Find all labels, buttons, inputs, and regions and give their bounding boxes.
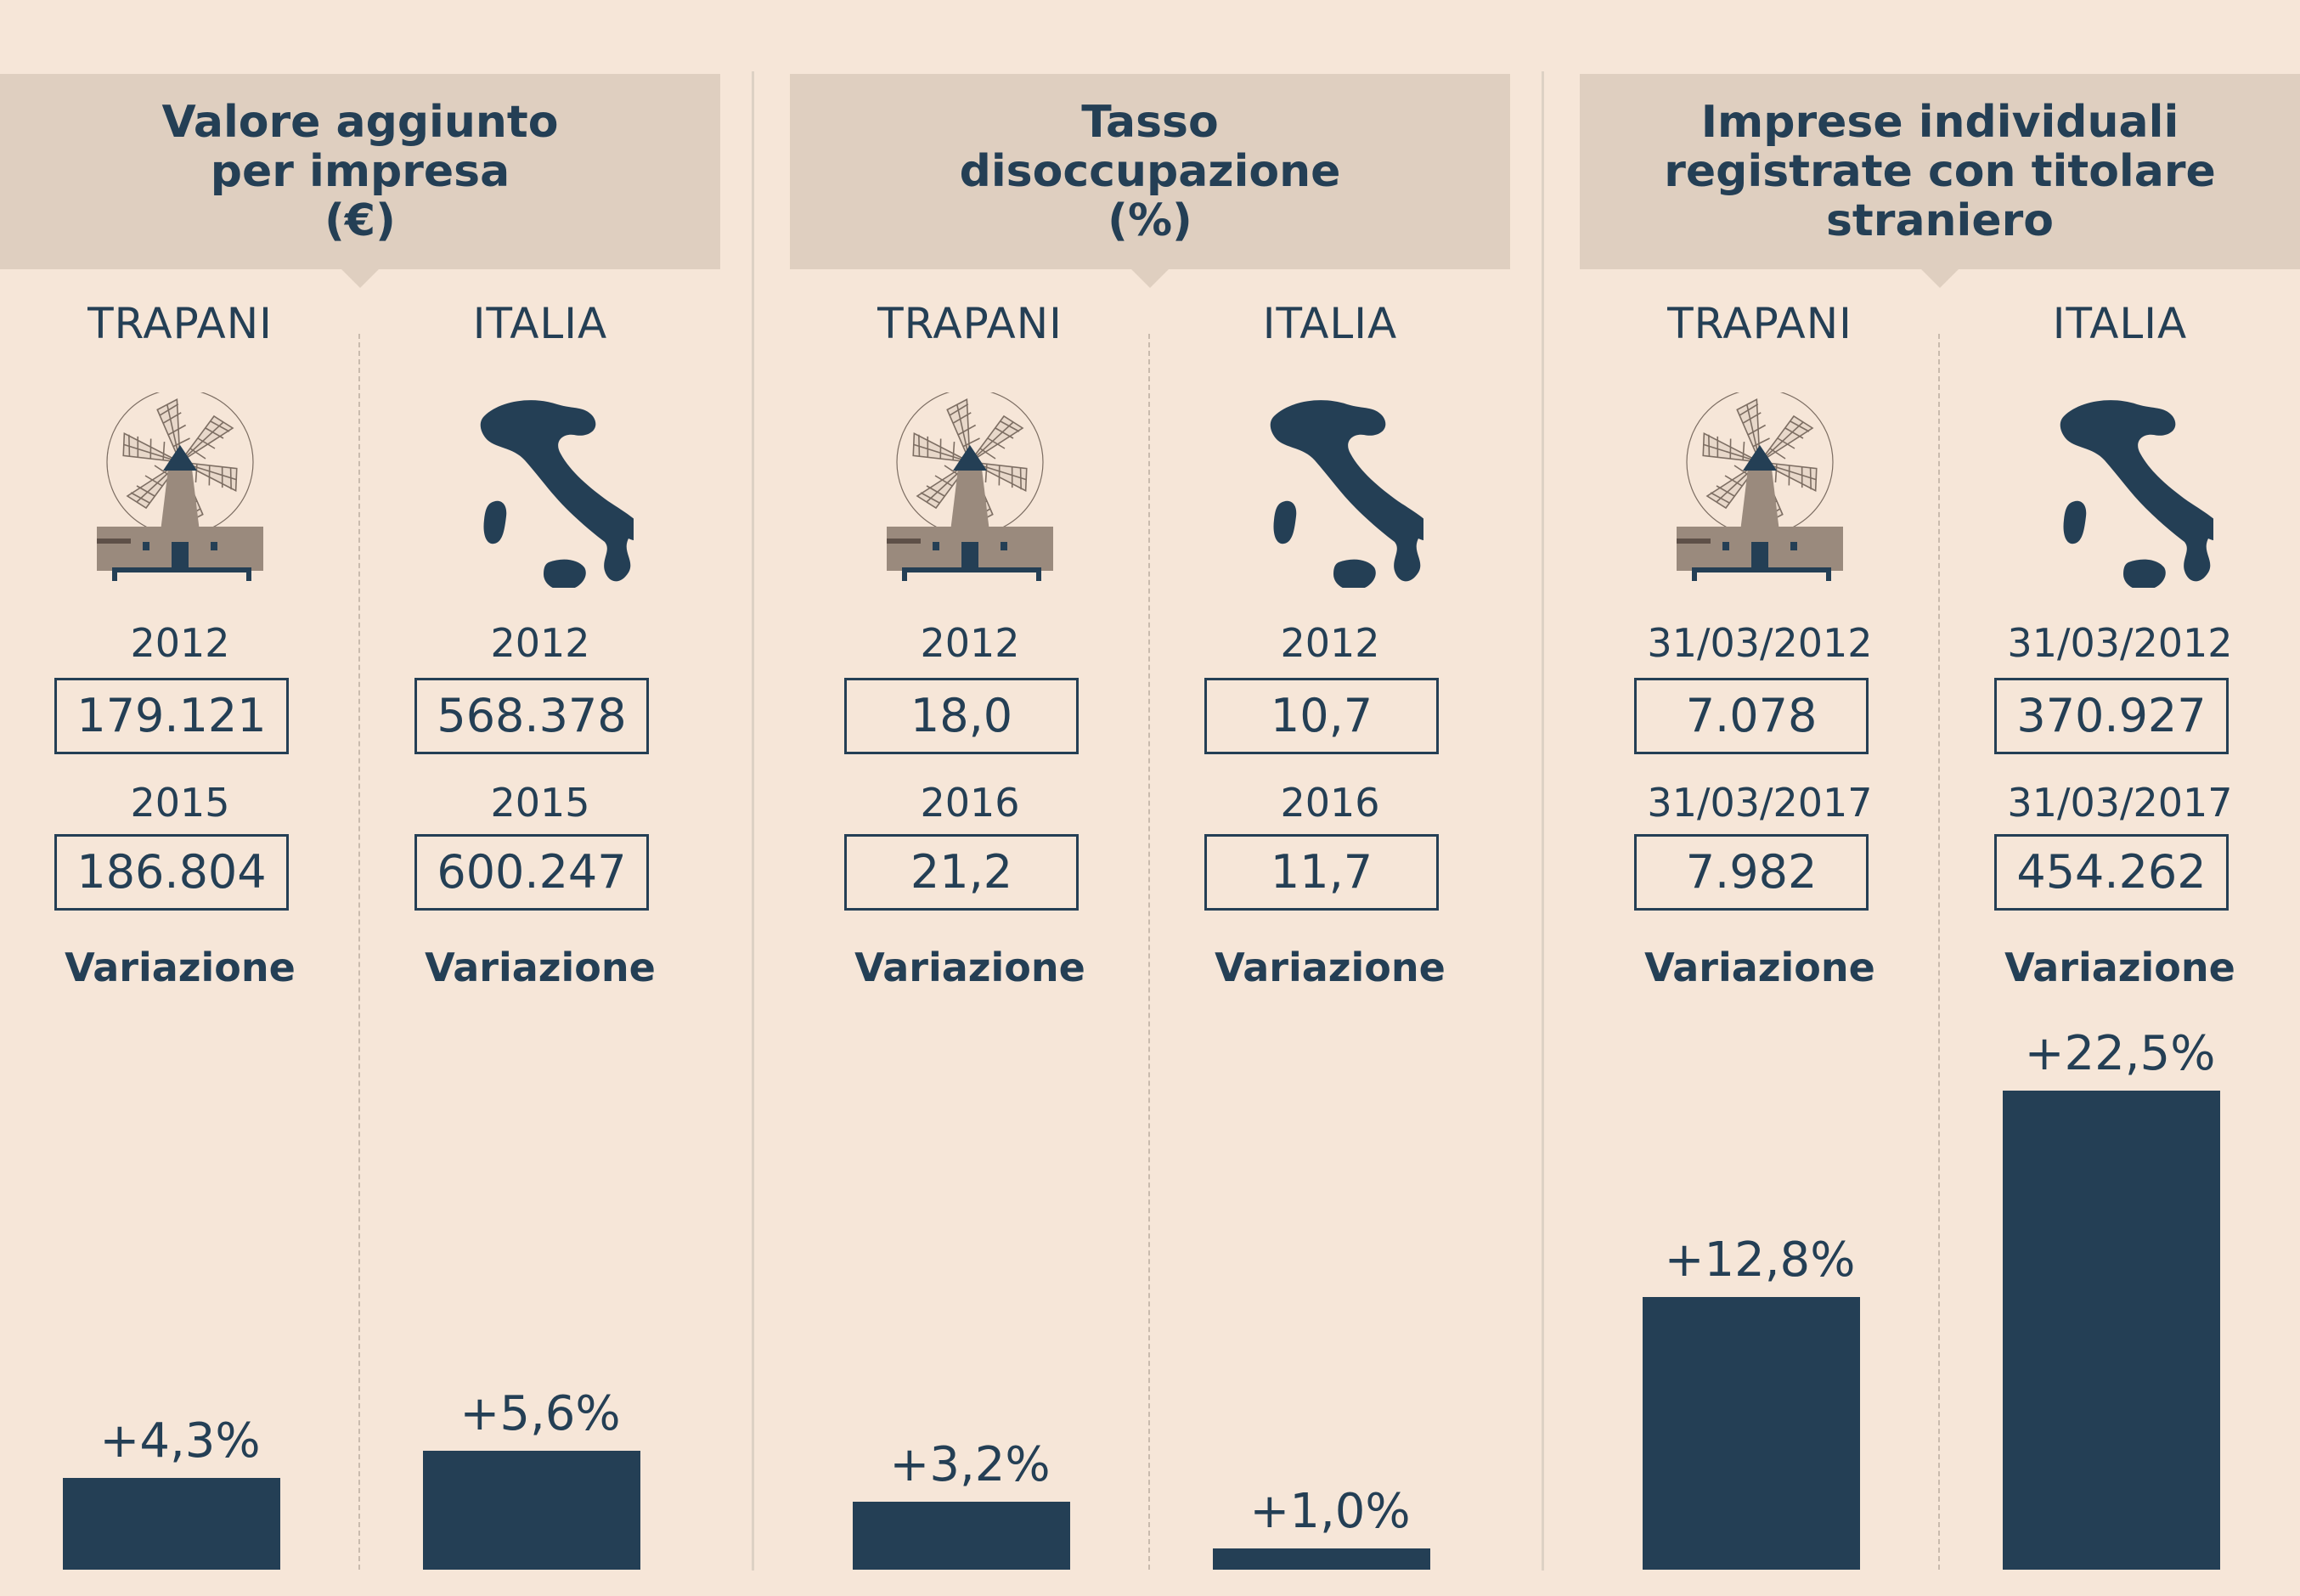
value-box-end: 11,7 — [1204, 834, 1439, 911]
italy-map-icon — [480, 400, 634, 588]
value-box-end: 21,2 — [844, 834, 1079, 911]
variation-data-label: +22,5% — [2024, 1026, 2216, 1081]
panel-header: Tasso disoccupazione (%) — [790, 74, 1510, 288]
variation-data-label: +3,2% — [889, 1436, 1051, 1492]
variation-bar — [63, 1478, 280, 1570]
variation-bar — [1643, 1297, 1860, 1570]
period-label-start: 2012 — [1280, 620, 1380, 666]
panel-imprese-straniere: Imprese individuali registrate con titola… — [1580, 0, 2300, 1596]
value-box-end: 600.247 — [414, 834, 649, 911]
panel-title-line: registrate con titolare — [1664, 146, 2216, 197]
period-label-end: 2015 — [130, 780, 230, 826]
italy-map-icon — [1270, 400, 1423, 588]
windmill-icon — [87, 392, 273, 588]
column-divider — [358, 334, 360, 1570]
period-label-start: 2012 — [920, 620, 1020, 666]
value-box-end: 454.262 — [1994, 834, 2229, 911]
panel-title-line: (%) — [1108, 195, 1192, 246]
variation-label: Variazione — [65, 945, 296, 990]
column-trapani: TRAPANI 31/03/2012 7.078 31/03/2017 7.98… — [1580, 0, 1940, 1596]
period-label-start: 2012 — [490, 620, 590, 666]
column-trapani: TRAPANI 2012 179.121 2015 186.804 Variaz… — [0, 0, 360, 1596]
value-box-start: 7.078 — [1634, 678, 1869, 754]
period-label-start: 31/03/2012 — [2007, 620, 2233, 666]
region-label: TRAPANI — [1667, 299, 1852, 348]
column-trapani: TRAPANI 2012 18,0 2016 21,2 Variazione +… — [790, 0, 1150, 1596]
windmill-icon — [1666, 392, 1853, 588]
panel-tasso-disoccupazione: Tasso disoccupazione (%) TRAPANI 2012 18,0… — [790, 0, 1510, 1596]
variation-data-label: +12,8% — [1664, 1232, 1856, 1289]
panel-title-line: disoccupazione — [959, 146, 1341, 197]
variation-bar — [423, 1450, 640, 1570]
variation-data-label: +5,6% — [459, 1385, 621, 1441]
variation-bar — [2003, 1091, 2220, 1570]
period-label-end: 31/03/2017 — [1647, 780, 1873, 826]
value-box-end: 186.804 — [54, 834, 289, 911]
italy-map-icon — [2060, 400, 2213, 588]
panel-divider — [1542, 71, 1544, 1571]
region-label: ITALIA — [472, 299, 608, 348]
variation-label: Variazione — [2004, 945, 2235, 990]
panel-title-line: Imprese individuali — [1700, 97, 2179, 148]
panel-title-line: straniero — [1825, 195, 2055, 246]
variation-bar — [853, 1501, 1070, 1570]
column-italia: ITALIA 2012 10,7 2016 11,7 Variazione +1… — [1150, 0, 1510, 1596]
column-italia: ITALIA 31/03/2012 370.927 31/03/2017 454… — [1940, 0, 2300, 1596]
value-box-start: 568.378 — [414, 678, 649, 754]
panel-title-line: Valore aggiunto — [161, 97, 559, 148]
region-label: ITALIA — [1262, 299, 1398, 348]
period-label-end: 2016 — [1280, 780, 1380, 826]
variation-data-label: +1,0% — [1249, 1483, 1411, 1539]
value-box-start: 18,0 — [844, 678, 1079, 754]
variation-label: Variazione — [854, 945, 1085, 990]
region-label: TRAPANI — [87, 299, 273, 348]
value-box-start: 370.927 — [1994, 678, 2229, 754]
column-divider — [1938, 334, 1940, 1570]
value-box-end: 7.982 — [1634, 834, 1869, 911]
value-box-start: 10,7 — [1204, 678, 1439, 754]
period-label-end: 2015 — [490, 780, 590, 826]
variation-bar — [1213, 1548, 1430, 1570]
column-italia: ITALIA 2012 568.378 2015 600.247 Variazi… — [360, 0, 720, 1596]
panel-title-line: (€) — [324, 195, 396, 246]
column-divider — [1148, 334, 1150, 1570]
period-label-start: 2012 — [130, 620, 230, 666]
period-label-end: 2016 — [920, 780, 1020, 826]
period-label-start: 31/03/2012 — [1647, 620, 1873, 666]
panel-divider — [752, 71, 754, 1571]
variation-label: Variazione — [1215, 945, 1446, 990]
region-label: ITALIA — [2052, 299, 2188, 348]
region-label: TRAPANI — [877, 299, 1063, 348]
period-label-end: 31/03/2017 — [2007, 780, 2233, 826]
panel-header: Valore aggiunto per impresa (€) — [0, 74, 720, 288]
variation-data-label: +4,3% — [99, 1413, 261, 1469]
panel-valore-aggiunto: Valore aggiunto per impresa (€) TRAPANI 20… — [0, 0, 720, 1596]
value-box-start: 179.121 — [54, 678, 289, 754]
variation-label: Variazione — [1644, 945, 1875, 990]
panel-header: Imprese individuali registrate con titola… — [1580, 74, 2300, 288]
variation-label: Variazione — [425, 945, 656, 990]
windmill-icon — [877, 392, 1063, 588]
panel-title-line: Tasso — [1081, 97, 1219, 148]
panel-title-line: per impresa — [210, 146, 510, 197]
